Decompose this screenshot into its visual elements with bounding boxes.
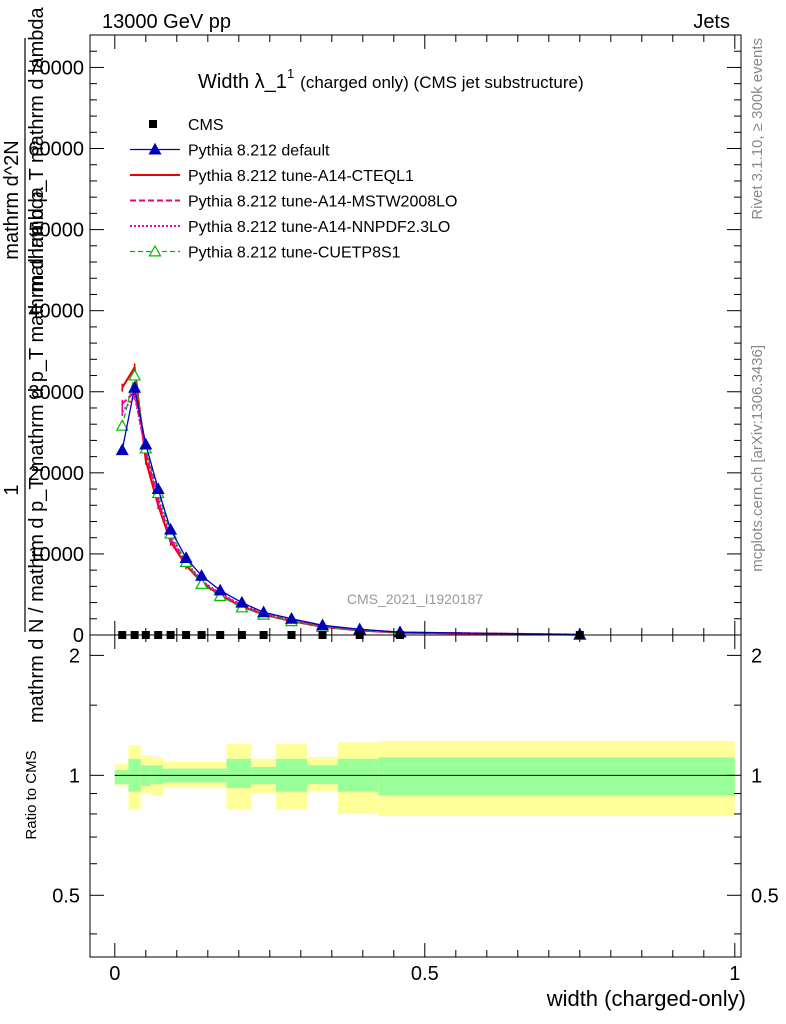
y-tick-label: 10000 — [28, 544, 84, 566]
ratio-band-inner — [114, 770, 129, 785]
x-axis-label: width (charged-only) — [546, 986, 746, 1011]
side-label-rivet: Rivet 3.1.10, ≥ 300k events — [749, 38, 766, 220]
legend: CMS Pythia 8.212 default Pythia 8.212 tune… — [130, 117, 457, 262]
data-point-default — [315, 618, 330, 631]
ratio-y-tick-label-right: 2 — [751, 645, 762, 667]
legend-label-nnpdf: Pythia 8.212 tune-A14-NNPDF2.3LO — [188, 219, 450, 236]
plot-title-suffix: (charged only) (CMS jet substructure) — [300, 73, 583, 92]
legend-label-cuetp8s1: Pythia 8.212 tune-CUETP8S1 — [188, 245, 401, 262]
watermark: CMS_2021_I1920187 — [347, 591, 483, 607]
legend-label-mstw: Pythia 8.212 tune-A14-MSTW2008LO — [188, 194, 457, 211]
series-line-cuetp8s1 — [121, 375, 580, 636]
y-tick-label: 60000 — [28, 139, 84, 161]
data-point-default — [139, 437, 153, 450]
data-point-default — [164, 522, 178, 535]
data-point-default — [213, 583, 227, 596]
data-point-cuetp8s1 — [115, 419, 129, 431]
y-tick-label: 50000 — [28, 220, 84, 242]
y-label-numerator: mathrm d^2N — [1, 140, 23, 259]
y-tick-label: 20000 — [28, 463, 84, 485]
ratio-frame — [89, 634, 742, 958]
series-line-nnpdf — [121, 393, 580, 636]
x-tick-label: 0.5 — [411, 963, 439, 985]
data-point-default — [151, 482, 165, 495]
ratio-panel: 0.5 0.51 12 2 0 0.5 1 Ratio to CMS width (cha… — [23, 634, 779, 1011]
y-label-one: 1 — [1, 484, 23, 495]
x-tick-label: 1 — [729, 963, 740, 985]
ratio-bands — [114, 740, 735, 817]
y-tick-label: 0 — [73, 625, 84, 647]
y-label-denominator: mathrm d p_T mathrm d lambda — [26, 6, 48, 292]
ratio-y-tick-label-right: 1 — [751, 765, 762, 787]
main-xticks — [114, 35, 736, 635]
data-point-default — [284, 612, 299, 624]
energy-label: 13000 GeV pp — [102, 11, 231, 33]
ratio-y-tick-label: 0.5 — [52, 885, 80, 907]
data-point-default — [179, 551, 193, 563]
data-point-cuetp8s1 — [213, 589, 227, 602]
ratio-band-inner — [150, 765, 164, 785]
data-point-cuetp8s1 — [128, 368, 142, 381]
legend-label-cms: CMS — [188, 117, 224, 134]
ratio-y-tick-label: 1 — [69, 765, 80, 787]
ratio-yticks: 0.5 0.5 1 1 2 2 — [52, 645, 779, 935]
plot-title-main: Width λ_1 — [198, 71, 287, 93]
plot-title: Width λ_11 (charged only) (CMS jet substr… — [198, 66, 584, 93]
ratio-band-inner — [226, 758, 252, 788]
data-point-default — [115, 443, 129, 456]
y-tick-label: 40000 — [28, 301, 84, 323]
legend-marker-default — [148, 142, 162, 155]
side-label-site: mcplots.cern.ch [arXiv:1306.3436] — [749, 345, 766, 572]
data-point-default — [195, 569, 209, 581]
legend-marker-cms — [149, 120, 157, 128]
y-label-norm: mathrm d N / mathrm d p_T mathrm d p_T m… — [26, 186, 48, 723]
ratio-band-inner — [307, 765, 338, 785]
legend-label-default: Pythia 8.212 default — [188, 143, 330, 160]
y-tick-label: 70000 — [28, 57, 84, 79]
data-point-default — [128, 380, 142, 393]
plot-title-sup: 1 — [287, 66, 294, 81]
x-tick-label: 0 — [109, 963, 120, 985]
data-point-cuetp8s1 — [195, 577, 209, 589]
main-panel: 0 10000 20000 30000 40000 50000 60000 70000 Wid… — [1, 6, 742, 723]
y-tick-label: 30000 — [28, 382, 84, 404]
main-yticks: 0 10000 20000 30000 40000 50000 60000 70000 — [28, 34, 741, 647]
ratio-y-label: Ratio to CMS — [23, 750, 40, 839]
data-point-default — [235, 595, 249, 608]
category-label: Jets — [693, 11, 730, 33]
ratio-xticks: 0 0.5 1 — [109, 635, 740, 985]
ratio-band-inner — [378, 757, 735, 796]
ratio-y-tick-label-right: 0.5 — [751, 885, 779, 907]
legend-marker-cuetp8s1 — [148, 244, 162, 257]
data-point-default — [257, 605, 271, 618]
ratio-y-tick-label: 2 — [69, 645, 80, 667]
legend-label-cteql1: Pythia 8.212 tune-A14-CTEQL1 — [188, 168, 414, 185]
